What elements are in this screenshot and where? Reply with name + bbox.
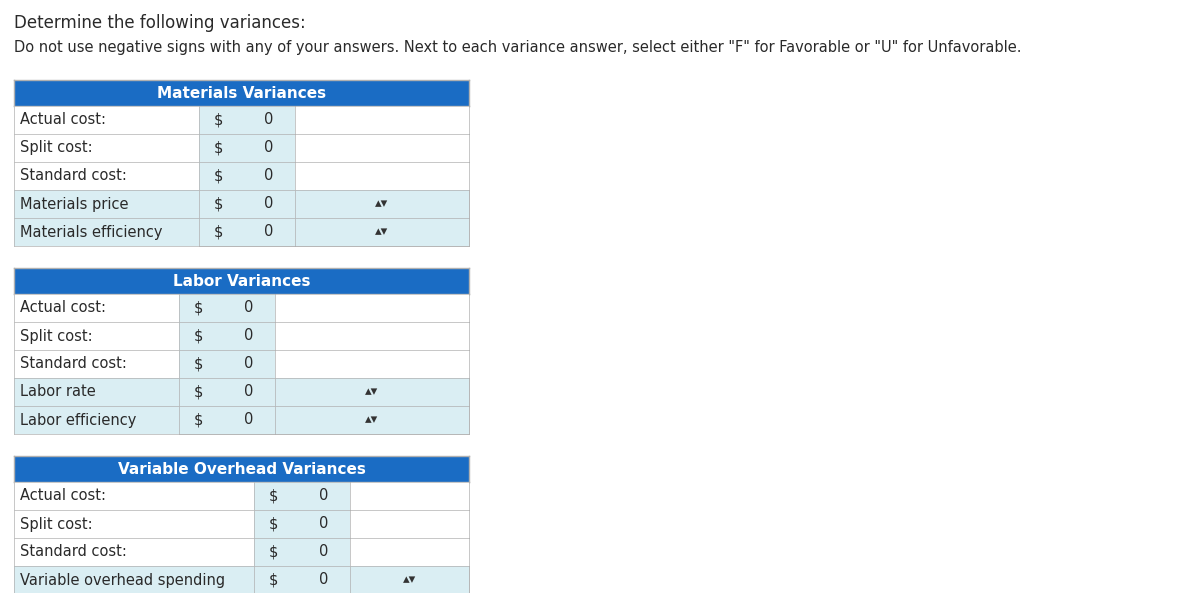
- Text: Split cost:: Split cost:: [20, 329, 92, 343]
- Text: $: $: [214, 225, 223, 240]
- Text: $: $: [214, 113, 223, 127]
- Text: 0: 0: [264, 168, 274, 183]
- Text: 0: 0: [319, 517, 329, 531]
- Text: ▴▾: ▴▾: [376, 225, 389, 238]
- Text: $: $: [269, 572, 277, 588]
- Text: $: $: [214, 168, 223, 183]
- Text: $: $: [214, 196, 223, 212]
- Text: Do not use negative signs with any of your answers. Next to each variance answer: Do not use negative signs with any of yo…: [14, 40, 1021, 55]
- Text: $: $: [193, 384, 203, 400]
- Text: 0: 0: [319, 572, 329, 588]
- Text: Labor rate: Labor rate: [20, 384, 96, 400]
- Text: Standard cost:: Standard cost:: [20, 356, 127, 371]
- Text: 0: 0: [245, 356, 253, 371]
- Text: 0: 0: [319, 489, 329, 503]
- Text: ▴▾: ▴▾: [365, 413, 379, 426]
- Text: Labor Variances: Labor Variances: [173, 273, 311, 289]
- Text: Materials Variances: Materials Variances: [157, 85, 326, 100]
- Text: 0: 0: [245, 384, 253, 400]
- Text: $: $: [193, 329, 203, 343]
- Text: Actual cost:: Actual cost:: [20, 301, 106, 315]
- Text: $: $: [193, 356, 203, 371]
- Text: ▴▾: ▴▾: [376, 197, 389, 211]
- Text: $: $: [269, 517, 277, 531]
- Text: Split cost:: Split cost:: [20, 517, 92, 531]
- Text: Standard cost:: Standard cost:: [20, 168, 127, 183]
- Text: 0: 0: [264, 141, 274, 155]
- Text: $: $: [193, 413, 203, 428]
- Text: ▴▾: ▴▾: [365, 385, 379, 398]
- Text: Labor efficiency: Labor efficiency: [20, 413, 137, 428]
- Text: Materials price: Materials price: [20, 196, 128, 212]
- Text: $: $: [214, 141, 223, 155]
- Text: $: $: [193, 301, 203, 315]
- Text: Variable overhead spending: Variable overhead spending: [20, 572, 226, 588]
- Text: 0: 0: [319, 544, 329, 560]
- Text: Standard cost:: Standard cost:: [20, 544, 127, 560]
- Text: ▴▾: ▴▾: [403, 573, 416, 586]
- Text: $: $: [269, 489, 277, 503]
- Text: Determine the following variances:: Determine the following variances:: [14, 14, 306, 32]
- Text: Materials efficiency: Materials efficiency: [20, 225, 162, 240]
- Text: 0: 0: [245, 413, 253, 428]
- Text: Variable Overhead Variances: Variable Overhead Variances: [118, 461, 366, 477]
- Text: $: $: [269, 544, 277, 560]
- Text: 0: 0: [264, 225, 274, 240]
- Text: Actual cost:: Actual cost:: [20, 113, 106, 127]
- Text: Actual cost:: Actual cost:: [20, 489, 106, 503]
- Text: Split cost:: Split cost:: [20, 141, 92, 155]
- Text: 0: 0: [264, 196, 274, 212]
- Text: 0: 0: [264, 113, 274, 127]
- Text: 0: 0: [245, 301, 253, 315]
- Text: 0: 0: [245, 329, 253, 343]
